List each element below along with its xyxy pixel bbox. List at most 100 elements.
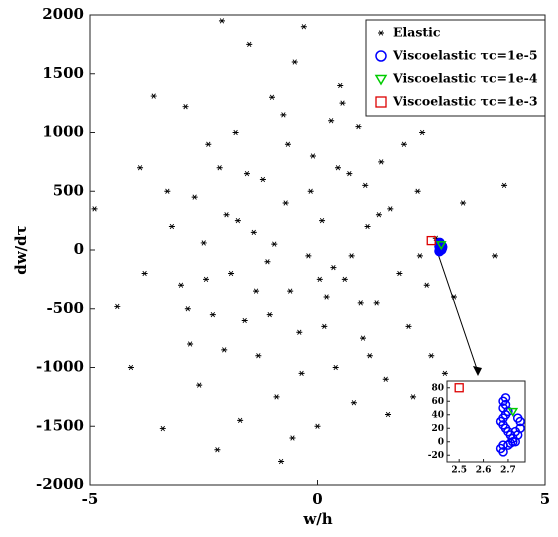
point bbox=[284, 141, 291, 147]
point bbox=[507, 407, 519, 417]
legend-label: Viscoelastic τc=1e-5 bbox=[392, 48, 538, 63]
point bbox=[287, 288, 294, 294]
inset-y-tick-label: 40 bbox=[431, 410, 444, 420]
point bbox=[366, 353, 373, 359]
point bbox=[209, 311, 216, 318]
point bbox=[364, 223, 371, 230]
point bbox=[178, 282, 184, 288]
point bbox=[237, 417, 244, 424]
point bbox=[150, 93, 157, 99]
point bbox=[271, 241, 278, 247]
point bbox=[278, 458, 285, 465]
point bbox=[328, 118, 335, 124]
point bbox=[319, 217, 326, 224]
point bbox=[168, 223, 175, 230]
point bbox=[250, 229, 257, 236]
legend-label: Viscoelastic τc=1e-3 bbox=[392, 94, 538, 109]
legend-marker bbox=[374, 74, 388, 86]
point bbox=[273, 394, 280, 400]
point bbox=[346, 170, 353, 177]
point bbox=[410, 394, 417, 400]
x-tick-label: 0 bbox=[312, 490, 322, 508]
y-tick-label: -1000 bbox=[36, 358, 84, 376]
point bbox=[339, 100, 346, 106]
x-tick-label: -5 bbox=[82, 490, 99, 508]
point bbox=[137, 165, 144, 171]
y-tick-label: -1500 bbox=[36, 416, 84, 434]
point bbox=[232, 129, 239, 136]
point bbox=[282, 200, 289, 206]
point bbox=[246, 41, 253, 48]
point bbox=[396, 270, 403, 277]
point bbox=[300, 24, 307, 30]
inset-y-tick-label: 80 bbox=[431, 383, 444, 393]
y-tick-label: -2000 bbox=[36, 475, 84, 493]
point bbox=[341, 276, 348, 283]
point bbox=[280, 112, 287, 118]
point bbox=[428, 353, 435, 359]
legend-box bbox=[365, 19, 546, 117]
point bbox=[127, 364, 134, 371]
point bbox=[382, 376, 389, 382]
point bbox=[498, 447, 508, 457]
point bbox=[378, 159, 385, 165]
point bbox=[289, 435, 296, 441]
point bbox=[423, 282, 430, 288]
legend-marker bbox=[375, 96, 387, 108]
point bbox=[223, 212, 230, 218]
point bbox=[164, 188, 171, 194]
legend-label: Viscoelastic τc=1e-4 bbox=[392, 71, 538, 86]
point bbox=[348, 253, 355, 259]
point bbox=[362, 182, 369, 189]
point bbox=[234, 217, 241, 224]
point bbox=[269, 94, 275, 100]
x-axis-label: w/h bbox=[302, 510, 332, 528]
point bbox=[91, 206, 98, 212]
point bbox=[321, 323, 328, 330]
x-tick-label: 5 bbox=[540, 490, 550, 508]
point bbox=[419, 129, 426, 136]
point bbox=[355, 123, 362, 130]
point bbox=[375, 212, 382, 218]
point bbox=[414, 188, 421, 194]
point bbox=[405, 323, 412, 330]
point bbox=[314, 423, 321, 429]
inset-frame bbox=[446, 380, 526, 463]
point bbox=[316, 276, 323, 283]
point bbox=[454, 383, 464, 393]
y-tick-label: 1000 bbox=[42, 123, 84, 141]
y-tick-label: 0 bbox=[74, 240, 84, 258]
point bbox=[200, 240, 207, 246]
point bbox=[266, 311, 273, 318]
y-tick-label: -500 bbox=[46, 299, 84, 317]
point bbox=[243, 170, 250, 177]
point bbox=[309, 153, 316, 159]
point bbox=[500, 393, 511, 403]
point bbox=[350, 400, 357, 406]
point bbox=[203, 276, 210, 283]
inset-y-tick-label: 20 bbox=[431, 424, 444, 434]
point bbox=[305, 253, 312, 259]
arrow-head bbox=[473, 366, 482, 376]
point bbox=[400, 141, 407, 147]
y-axis-label: dw/dτ bbox=[12, 225, 30, 274]
point bbox=[307, 188, 314, 194]
inset-y-tick-label: 0 bbox=[438, 437, 444, 447]
point bbox=[436, 245, 446, 255]
point bbox=[141, 270, 148, 277]
point bbox=[214, 447, 221, 453]
point bbox=[291, 59, 298, 65]
point bbox=[360, 335, 366, 341]
point bbox=[332, 364, 339, 371]
point bbox=[416, 253, 423, 259]
legend-marker bbox=[375, 50, 387, 62]
point bbox=[221, 347, 228, 353]
inset-y-tick-label: -20 bbox=[428, 451, 444, 461]
inset-y-tick-label: 60 bbox=[431, 397, 444, 407]
point bbox=[228, 270, 235, 277]
point bbox=[187, 341, 194, 347]
point bbox=[182, 103, 189, 110]
point bbox=[435, 241, 447, 251]
point bbox=[191, 194, 198, 200]
